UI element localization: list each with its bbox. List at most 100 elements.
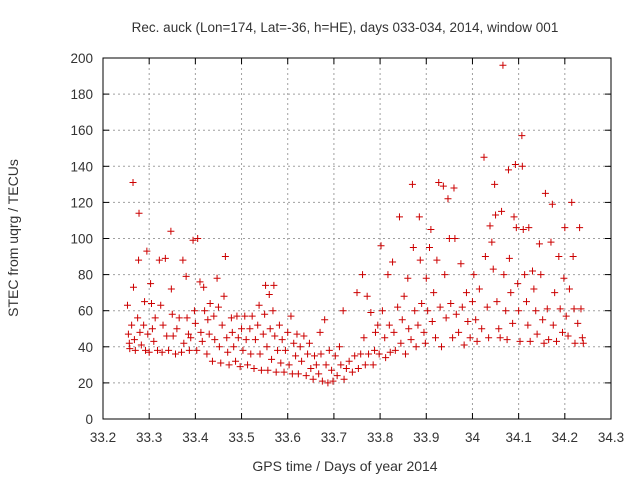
data-point	[293, 330, 301, 338]
data-point	[473, 337, 481, 345]
data-point	[280, 368, 288, 376]
data-point	[524, 321, 532, 329]
data-point	[427, 225, 435, 233]
y-tick-label: 20	[78, 376, 93, 391]
x-tick-label: 34	[465, 430, 481, 445]
data-point	[570, 305, 578, 313]
data-point	[150, 337, 158, 345]
data-point	[311, 352, 319, 360]
data-point	[518, 132, 526, 140]
data-point	[447, 299, 455, 307]
data-point	[569, 253, 577, 261]
data-point	[526, 337, 534, 345]
data-point	[265, 290, 273, 298]
data-point	[137, 341, 145, 349]
data-point	[470, 271, 478, 279]
data-point	[206, 299, 214, 307]
y-tick-label: 200	[70, 51, 93, 66]
data-point	[488, 238, 496, 246]
data-point	[365, 350, 373, 358]
data-point	[227, 314, 235, 322]
y-axis-label: STEC from uqrg / TECUs	[5, 159, 21, 317]
data-point	[316, 328, 324, 336]
data-point	[539, 316, 547, 324]
data-point	[333, 372, 341, 380]
data-point	[298, 357, 306, 365]
x-tick-labels: 33.2 33.3 33.4 33.5 33.6 33.7 33.8 33.9 34 34.1 34…	[90, 430, 624, 445]
data-point	[157, 301, 165, 309]
data-point	[537, 271, 545, 279]
data-point	[284, 328, 292, 336]
data-point	[457, 260, 465, 268]
data-point	[204, 316, 212, 324]
data-point	[404, 274, 412, 282]
data-point	[438, 343, 446, 351]
data-point	[579, 339, 587, 347]
x-tick-label: 33.7	[321, 430, 347, 445]
data-point	[193, 346, 201, 354]
data-point	[433, 256, 441, 264]
data-point	[304, 350, 312, 358]
data-point	[516, 337, 524, 345]
data-point	[386, 348, 394, 356]
data-point	[191, 319, 199, 327]
data-point	[394, 303, 402, 311]
data-point	[248, 312, 256, 320]
data-point	[412, 343, 420, 351]
data-point	[361, 361, 369, 369]
data-point	[126, 345, 134, 353]
y-tick-label: 160	[70, 123, 93, 138]
data-point	[540, 339, 548, 347]
data-point	[442, 314, 450, 322]
data-point	[234, 334, 242, 342]
data-point	[292, 352, 300, 360]
x-tick-label: 34.2	[552, 430, 578, 445]
data-point	[495, 325, 503, 333]
data-point	[148, 325, 156, 333]
y-tick-label: 0	[85, 412, 93, 427]
data-point	[553, 337, 561, 345]
data-point	[345, 357, 353, 365]
data-point	[257, 366, 265, 374]
data-point	[416, 256, 424, 264]
data-point	[369, 361, 377, 369]
data-point	[168, 310, 176, 318]
data-point	[400, 292, 408, 300]
data-point	[565, 285, 573, 293]
data-point	[198, 337, 206, 345]
data-point	[421, 339, 429, 347]
data-point	[281, 346, 289, 354]
data-point	[178, 348, 186, 356]
data-point	[232, 357, 240, 365]
data-point	[407, 336, 415, 344]
data-point	[145, 348, 153, 356]
data-point	[426, 244, 434, 252]
data-point	[167, 227, 175, 235]
data-point	[441, 271, 449, 279]
data-point	[151, 314, 159, 322]
data-point	[263, 343, 271, 351]
data-point	[420, 328, 428, 336]
data-point	[224, 348, 232, 356]
data-point	[408, 180, 416, 188]
data-point	[196, 278, 204, 286]
data-point	[503, 336, 511, 344]
data-point	[318, 377, 326, 385]
data-point	[197, 328, 205, 336]
data-point	[547, 238, 555, 246]
data-point	[424, 307, 432, 315]
data-point	[521, 271, 529, 279]
data-point	[435, 179, 443, 187]
data-point	[147, 280, 155, 288]
data-point	[255, 301, 263, 309]
x-tick-label: 33.3	[136, 430, 162, 445]
data-point	[351, 352, 359, 360]
data-point	[411, 307, 419, 315]
data-point	[455, 328, 463, 336]
data-point	[525, 224, 533, 232]
data-point	[481, 253, 489, 261]
data-point	[189, 236, 197, 244]
data-point	[502, 307, 510, 315]
data-point	[241, 312, 249, 320]
x-axis-label: GPS time / Days of year 2014	[252, 458, 437, 474]
